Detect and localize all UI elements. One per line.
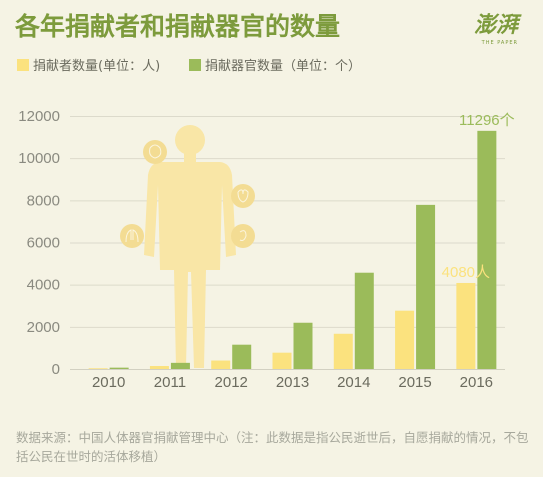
y-tick-label: 4000 — [27, 277, 60, 294]
kidney-icon — [231, 224, 255, 248]
x-tick-label: 2015 — [398, 374, 431, 391]
source-note: 数据来源：中国人体器官捐献管理中心（注：此数据是指公民逝世后，自愿捐献的情况，不… — [16, 430, 529, 464]
bar-donors — [88, 368, 108, 369]
bars — [88, 130, 497, 369]
lungs-icon — [120, 224, 144, 248]
bar-donors — [333, 333, 353, 369]
x-tick-label: 2013 — [276, 374, 309, 391]
heart-icon — [231, 184, 255, 208]
logo-subtext: THE PAPER — [481, 40, 518, 46]
bar-donors — [149, 366, 169, 369]
chart-title: 各年捐献者和捐献器官的数量 — [14, 12, 340, 41]
x-axis-ticks: 2010 2011 2012 2013 2014 2015 2016 — [92, 374, 493, 391]
x-tick-label: 2016 — [460, 374, 493, 391]
y-tick-label: 8000 — [27, 192, 60, 209]
bar-organs — [109, 367, 129, 369]
legend-label-donors: 捐献者数量(单位：人) — [33, 59, 160, 74]
legend-swatch-organs — [189, 59, 201, 71]
legend-swatch-donors — [17, 59, 29, 71]
logo-text: 澎湃 — [474, 13, 522, 38]
x-tick-label: 2010 — [92, 374, 125, 391]
bar-organs — [293, 322, 313, 369]
bar-organs — [170, 362, 190, 369]
bar-organs — [477, 130, 497, 369]
y-tick-label: 6000 — [27, 235, 60, 252]
y-tick-label: 12000 — [18, 108, 60, 125]
x-tick-label: 2011 — [154, 374, 186, 391]
bar-donors — [456, 282, 476, 369]
bar-donors — [272, 352, 292, 369]
gridlines — [70, 116, 505, 328]
stomach-icon — [143, 140, 167, 164]
bar-organs — [416, 204, 436, 369]
legend: 捐献者数量(单位：人) 捐献器官数量（单位：个） — [17, 58, 361, 74]
bar-organs — [354, 272, 374, 369]
bar-donors — [395, 310, 415, 369]
x-tick-label: 2014 — [337, 374, 370, 391]
data-label: 11296个 — [459, 112, 515, 129]
human-silhouette-illustration — [120, 125, 255, 368]
brand-logo: 澎湃 THE PAPER — [474, 13, 522, 46]
y-tick-label: 10000 — [18, 150, 60, 167]
bar-donors — [211, 360, 231, 369]
bar-organs — [232, 344, 252, 369]
x-tick-label: 2012 — [215, 374, 248, 391]
y-axis-ticks: 0 2000 4000 6000 8000 10000 12000 — [18, 108, 60, 378]
y-tick-label: 0 — [52, 361, 60, 378]
data-label: 4080人 — [442, 264, 490, 281]
legend-label-organs: 捐献器官数量（单位：个） — [205, 58, 361, 74]
y-tick-label: 2000 — [27, 319, 60, 336]
data-labels: 4080人 11296个 — [442, 112, 515, 281]
